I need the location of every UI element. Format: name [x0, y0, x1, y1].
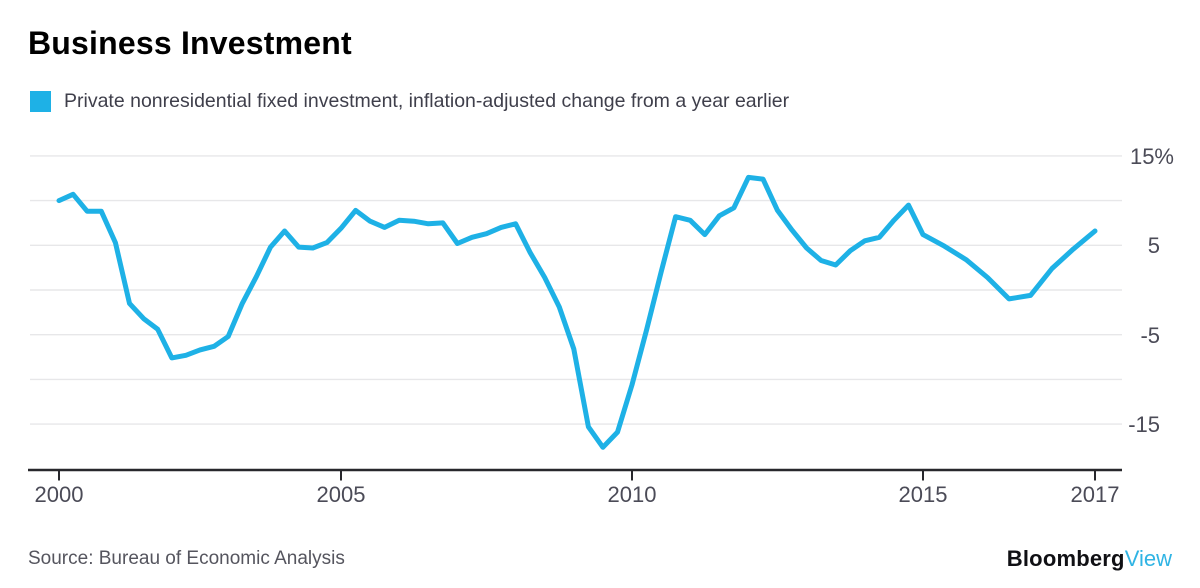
legend-label: Private nonresidential fixed investment,…	[64, 90, 790, 112]
chart-title: Business Investment	[28, 25, 352, 61]
x-tick-label: 2010	[607, 482, 657, 507]
x-tick-label: 2000	[34, 482, 84, 507]
bloomberg-view-logo: BloombergView	[1007, 546, 1172, 572]
x-tick-label: 2017	[1070, 482, 1120, 507]
x-tick-label: 2005	[316, 482, 366, 507]
brand-view: View	[1124, 546, 1172, 571]
y-tick-label: 15%	[1129, 143, 1174, 169]
brand-bloomberg: Bloomberg	[1006, 546, 1125, 571]
y-tick-label: 5	[1147, 233, 1160, 259]
source-note: Source: Bureau of Economic Analysis	[28, 548, 345, 569]
series-line	[56, 174, 1098, 450]
x-tick-label: 2015	[898, 482, 948, 507]
legend-swatch-icon	[30, 91, 51, 112]
y-tick-label: -15	[1128, 412, 1160, 438]
legend: Private nonresidential fixed investment,…	[30, 90, 789, 113]
y-tick-label: -5	[1140, 322, 1160, 348]
